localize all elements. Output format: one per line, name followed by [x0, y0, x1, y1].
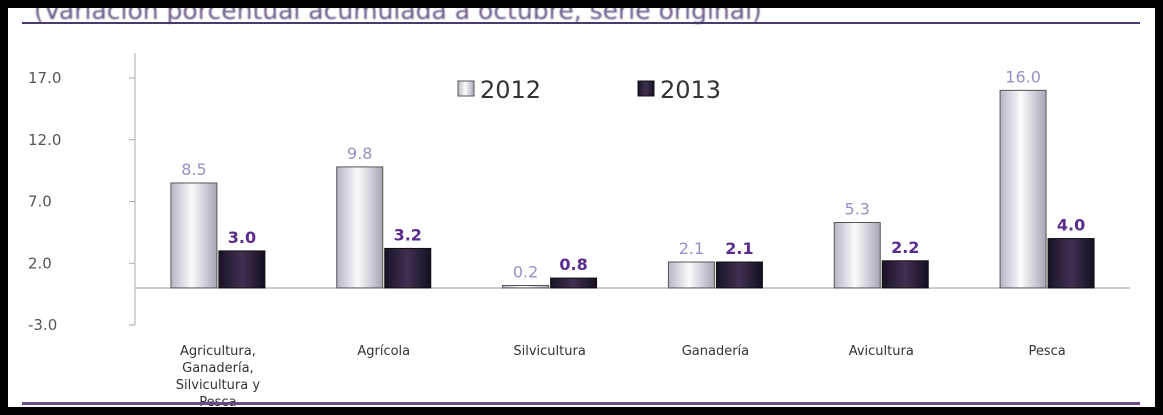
bar-2012 — [502, 284, 550, 289]
category-label: Ganadería — [682, 344, 749, 359]
bar-chart: 17.0 12.0 7.0 2.0 -3.0 8.5 3.0 9.8 3.2 0.2 0.8 2.1… — [28, 53, 1130, 407]
data-label-2013: 2.1 — [725, 239, 753, 258]
bar-2013 — [550, 277, 598, 289]
chart-frame: (Variación porcentual acumulada a octubr… — [8, 8, 1155, 407]
data-label-2012: 9.8 — [347, 144, 372, 163]
data-label-2012: 0.2 — [513, 262, 538, 281]
bar-2012 — [667, 261, 715, 289]
bar-2013 — [384, 247, 432, 289]
category-label: Avicultura — [849, 344, 914, 359]
top-divider — [22, 22, 1140, 24]
bottom-divider — [22, 402, 1140, 405]
y-tick-label: 2.0 — [28, 254, 52, 272]
category-label: Silvicultura — [513, 344, 585, 359]
y-tick-label: 12.0 — [28, 131, 61, 149]
data-label-2013: 3.0 — [228, 228, 256, 247]
bar-2013 — [1047, 238, 1095, 289]
bar-2013 — [881, 260, 929, 289]
data-label-2013: 2.2 — [891, 238, 919, 257]
data-label-2012: 8.5 — [181, 160, 206, 179]
category-label: Ganadería, — [182, 361, 254, 376]
data-label-2012: 5.3 — [845, 199, 870, 218]
legend-swatch-2012 — [457, 80, 475, 97]
bar-2013 — [218, 250, 266, 289]
legend-label-2012: 2012 — [480, 76, 541, 104]
bar-2012 — [170, 182, 218, 289]
y-tick-label: 17.0 — [28, 69, 61, 87]
category-label: Agricultura, — [180, 344, 256, 359]
data-label-2013: 4.0 — [1057, 216, 1085, 235]
legend-swatch-2013 — [637, 80, 655, 97]
data-label-2012: 2.1 — [679, 239, 704, 258]
data-label-2013: 0.8 — [559, 255, 587, 274]
bar-2012 — [999, 89, 1047, 289]
bar-2013 — [715, 261, 763, 289]
category-label: Agrícola — [357, 344, 410, 359]
data-label-2012: 16.0 — [1005, 67, 1041, 86]
legend-label-2013: 2013 — [660, 76, 721, 104]
data-label-2013: 3.2 — [394, 225, 422, 244]
y-tick-label: 7.0 — [28, 193, 52, 211]
bar-2012 — [833, 221, 881, 289]
bar-2012 — [336, 166, 384, 289]
category-label: Pesca — [199, 395, 236, 407]
chart-subtitle: (Variación porcentual acumulada a octubr… — [34, 8, 762, 25]
category-label: Pesca — [1028, 344, 1065, 359]
category-label: Silvicultura y — [176, 378, 261, 393]
y-tick-label: -3.0 — [28, 316, 57, 334]
